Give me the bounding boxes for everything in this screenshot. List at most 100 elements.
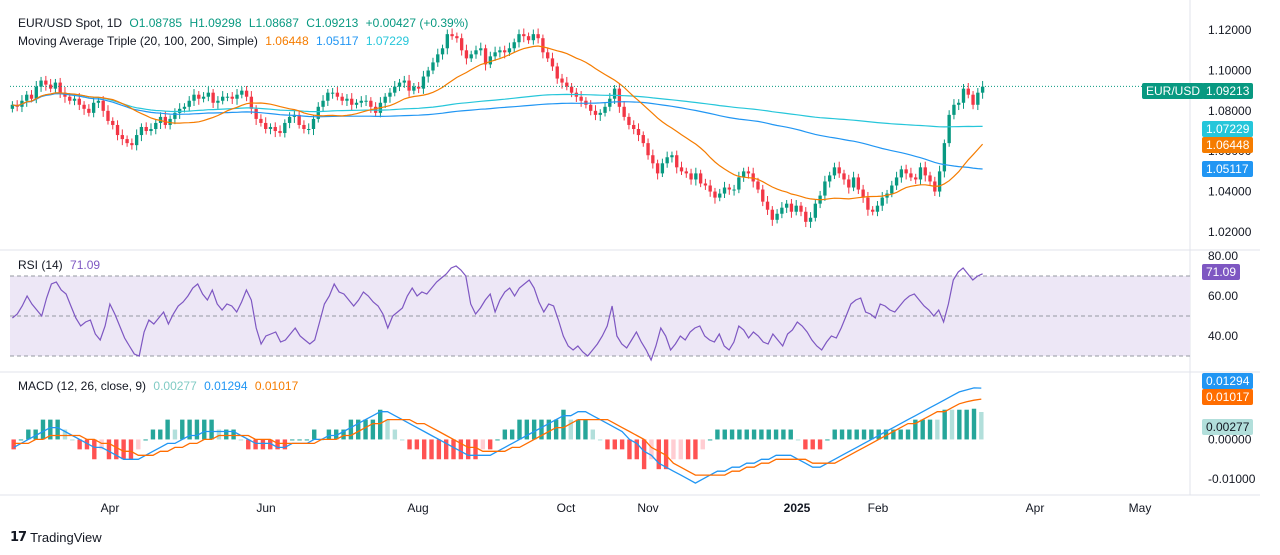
candle-body — [526, 36, 531, 41]
ma100-tag: 1.05117 — [1202, 161, 1253, 177]
histogram-bar — [48, 419, 53, 440]
candle-body — [154, 122, 158, 129]
candle — [82, 101, 86, 115]
candle-body — [632, 124, 636, 129]
candle — [216, 96, 220, 109]
candle — [593, 105, 598, 121]
candle-body — [909, 173, 913, 178]
macd-signal-tag: 0.01017 — [1202, 389, 1254, 405]
ma20-line — [12, 45, 984, 201]
candle — [612, 85, 617, 104]
candle — [689, 168, 693, 185]
candle-body — [459, 38, 464, 51]
candle-body — [593, 110, 598, 115]
candle-body — [268, 126, 273, 129]
candle — [125, 135, 129, 147]
candle-body — [842, 173, 846, 180]
histogram-bar — [84, 439, 90, 450]
histogram-bar — [531, 419, 537, 440]
candle — [206, 87, 211, 102]
candle — [976, 88, 980, 111]
candle — [197, 91, 201, 105]
histogram-bar — [744, 429, 749, 440]
histogram-bar — [722, 429, 727, 440]
candle-body — [866, 197, 870, 210]
candle — [703, 178, 708, 190]
candle — [330, 88, 335, 99]
candle — [29, 90, 34, 103]
symbol-price-tag: EUR/USD — [1142, 83, 1205, 99]
candle — [335, 87, 340, 101]
candle — [603, 102, 607, 117]
candle-body — [340, 96, 344, 101]
candle — [741, 167, 746, 182]
candle-body — [493, 52, 497, 57]
candle-body — [890, 185, 894, 194]
candle — [670, 151, 674, 163]
candle-body — [718, 193, 722, 198]
candle-body — [502, 50, 507, 53]
candle — [359, 96, 363, 108]
macd-title[interactable]: MACD (12, 26, close, 9) — [18, 379, 147, 393]
histogram-bar — [385, 419, 390, 440]
candle — [264, 117, 268, 134]
symbol-label[interactable]: EUR/USD Spot, 1D — [18, 16, 123, 30]
tradingview-brand[interactable]: TradingView — [30, 530, 102, 545]
histogram-bar — [150, 429, 156, 440]
ma200-value: 1.07229 — [365, 34, 410, 48]
candle-body — [168, 118, 172, 125]
candle — [617, 84, 622, 113]
price-tick-label: 1.12000 — [1208, 23, 1252, 37]
candle-body — [957, 102, 961, 105]
candle-body — [82, 104, 86, 109]
histogram-bar — [194, 419, 200, 440]
candle-body — [880, 197, 884, 206]
histogram-bar — [795, 439, 801, 441]
candle — [546, 47, 550, 63]
candle — [154, 119, 158, 135]
candle — [283, 119, 287, 138]
candle-body — [689, 173, 693, 180]
histogram-bar — [114, 439, 119, 460]
candle-body — [402, 80, 406, 83]
candle-body — [91, 102, 96, 113]
candle — [297, 111, 301, 129]
candle-body — [612, 88, 617, 99]
candle — [173, 108, 177, 125]
histogram-bar — [546, 419, 552, 440]
ma100-line — [12, 93, 983, 170]
candle-body — [794, 205, 798, 212]
histogram-bar — [92, 439, 97, 460]
candle-body — [111, 120, 115, 125]
candle — [923, 161, 927, 182]
candle — [225, 93, 230, 102]
candle — [780, 202, 784, 219]
histogram-bar — [268, 439, 273, 450]
candle — [350, 93, 354, 111]
candle-body — [722, 187, 727, 194]
histogram-bar — [370, 419, 376, 440]
candle-body — [273, 126, 277, 132]
candle — [397, 78, 402, 92]
candle-body — [531, 34, 536, 41]
histogram-bar — [312, 429, 317, 440]
ma-title[interactable]: Moving Average Triple (20, 100, 200, Sim… — [18, 34, 258, 48]
histogram-bar — [165, 419, 170, 440]
candle-body — [579, 96, 583, 101]
candle — [899, 165, 904, 183]
histogram-bar — [729, 429, 735, 440]
candle-body — [240, 90, 244, 95]
candle — [388, 88, 392, 103]
candle — [91, 97, 96, 118]
candle-body — [48, 84, 53, 89]
histogram-bar — [905, 429, 911, 440]
candle — [39, 76, 43, 92]
candle-body — [278, 131, 282, 134]
histogram-bar — [832, 429, 837, 440]
candle-body — [330, 92, 335, 94]
candle-body — [703, 183, 708, 186]
rsi-title[interactable]: RSI (14) — [18, 258, 63, 272]
candle — [947, 110, 951, 147]
candle-body — [149, 129, 153, 132]
candle — [106, 105, 110, 125]
